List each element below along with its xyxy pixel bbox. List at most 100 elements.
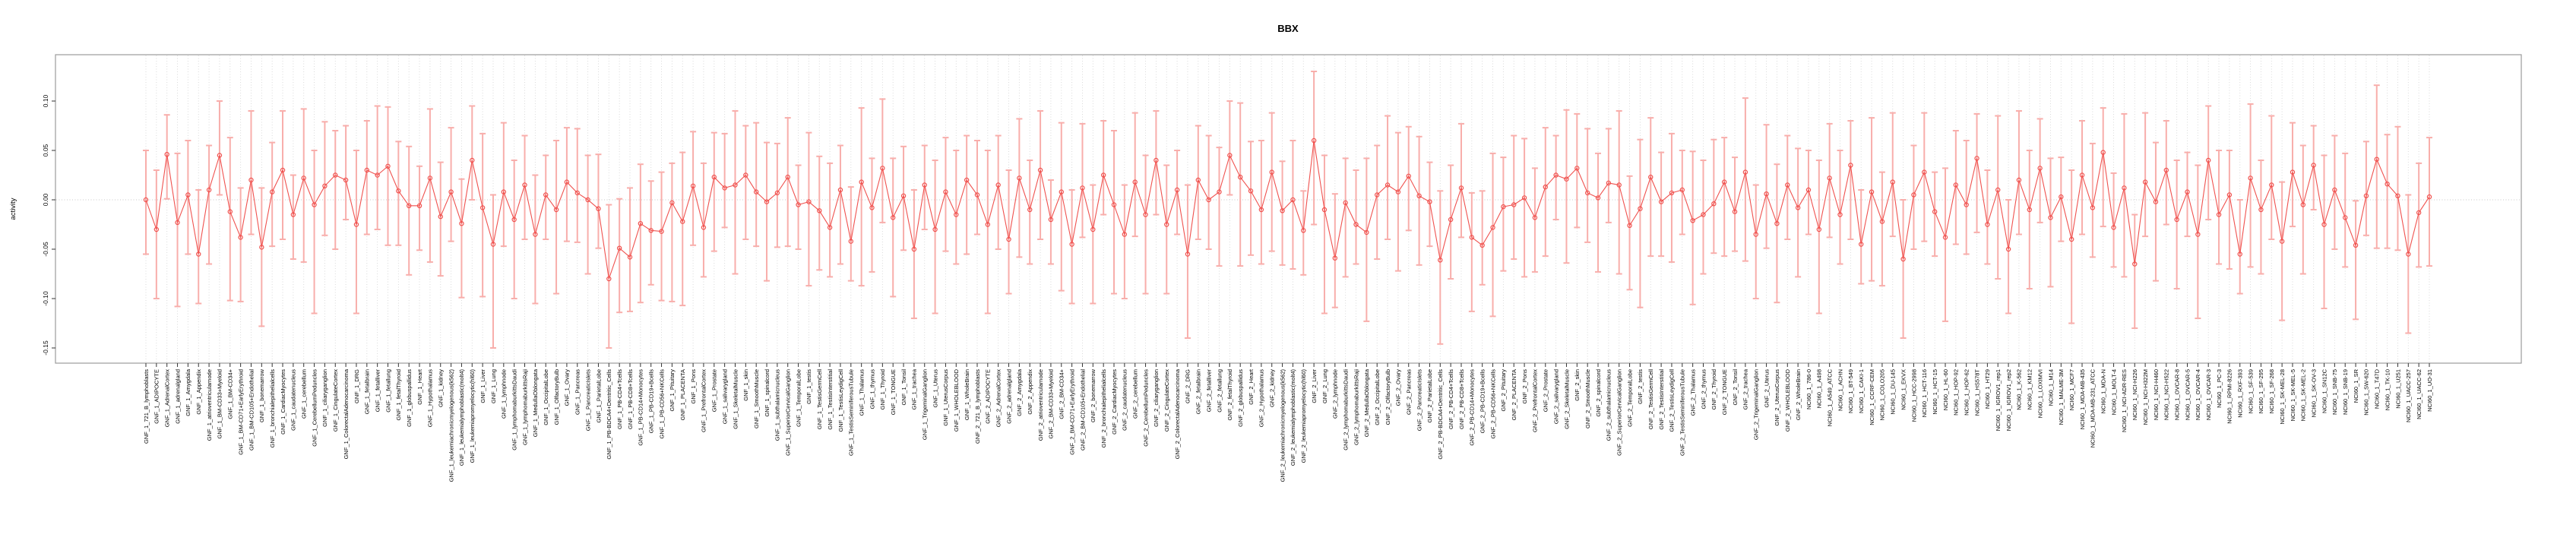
- data-point: [2027, 207, 2032, 213]
- y-axis-label: activity: [9, 198, 17, 220]
- data-point: [1174, 187, 1180, 193]
- x-tick-label: GNF_1_caudatenucleus: [290, 369, 297, 431]
- x-tick-label: GNF_1_lymphomaburkittsDaudi: [511, 369, 517, 451]
- data-point: [1595, 195, 1601, 201]
- data-point: [196, 251, 201, 257]
- x-tick-label: GNF_1_OlfactoryBulb: [553, 369, 560, 425]
- x-tick-label: GNF_2_salivarygland: [1552, 369, 1559, 424]
- data-point: [817, 208, 822, 213]
- data-point: [2048, 215, 2053, 220]
- data-point: [1395, 189, 1401, 194]
- x-tick-label: NCI60_1_SN12C: [2321, 368, 2328, 413]
- x-tick-label: GNF_2_DRG: [1185, 369, 1191, 403]
- x-tick-label: NCI60_1_HCT-116: [1921, 369, 1928, 417]
- data-point: [1332, 255, 1338, 261]
- data-point: [1321, 207, 1328, 213]
- data-point: [564, 179, 570, 185]
- data-point: [1879, 219, 1885, 224]
- data-point: [1438, 258, 1443, 263]
- x-tick-label: GNF_1_leukemiachronicmyelogenous(k562): [448, 369, 454, 482]
- data-point: [2059, 194, 2064, 200]
- x-tick-label: GNF_1_subthalamicnucleus: [774, 369, 781, 441]
- x-tick-label: GNF_2_BM-CD34+: [1059, 368, 1065, 419]
- data-point: [206, 187, 212, 193]
- x-tick-label: NCI60_1_UACC-257: [2405, 369, 2412, 422]
- x-tick-label: NCI60_1_HL-60: [1942, 369, 1949, 410]
- x-tick-label: GNF_1_Ovary: [564, 369, 571, 406]
- x-tick-label: GNF_2_bronchialepithelialcells: [1100, 369, 1107, 448]
- data-point: [585, 197, 590, 203]
- x-tick-label: GNF_1_TestisGermCell: [816, 369, 823, 430]
- data-point: [1059, 189, 1064, 194]
- x-tick-label: NCI60_1_TK-10: [2384, 369, 2391, 410]
- data-point: [1479, 242, 1485, 248]
- data-point: [753, 189, 759, 194]
- x-tick-label: GNF_1_TemporalLobe: [795, 369, 802, 427]
- data-point: [2079, 172, 2085, 178]
- data-point: [1217, 189, 1222, 194]
- data-point: [2216, 212, 2222, 217]
- x-tick-label: NCI60_1_HCC-2998: [1910, 369, 1917, 422]
- x-tick-label: GNF_2_spinalcord: [1595, 369, 1602, 417]
- data-point: [701, 225, 707, 230]
- data-point: [448, 189, 454, 194]
- data-point: [1827, 175, 1832, 181]
- data-point: [911, 246, 917, 252]
- x-tick-label: GNF_1_Heart: [416, 368, 423, 405]
- x-tick-label: GNF_2_OccipitalLobe: [1374, 369, 1381, 425]
- x-tick-label: GNF_1_WHOLEBLOOD: [953, 368, 960, 432]
- x-tick-label: GNF_1_PB-CD4+Tcells: [616, 369, 623, 429]
- x-tick-label: GNF_1_TestisSeminiferousTubule: [848, 369, 855, 456]
- x-tick-label: GNF_2_trachea: [1742, 368, 1749, 409]
- x-tick-label: GNF_1_Lung: [490, 369, 497, 403]
- data-point: [2416, 210, 2422, 216]
- x-tick-label: NCI60_1_OVCAR-3: [2205, 369, 2212, 420]
- x-tick-label: NCI60_1_UACC-62: [2416, 369, 2423, 419]
- data-point: [1416, 193, 1422, 198]
- data-point: [143, 197, 149, 203]
- data-point: [1753, 232, 1758, 237]
- x-tick-label: GNF_2_Pancreas: [1406, 369, 1413, 415]
- x-tick-label: NCI60_1_HOP-92: [1953, 369, 1960, 416]
- data-point: [1490, 225, 1495, 230]
- data-point: [406, 203, 412, 208]
- x-tick-label: NCI60_1_MALME-3M: [2058, 369, 2065, 425]
- x-tick-label: NCI60_1_COLO205: [1879, 369, 1886, 421]
- data-point: [1469, 235, 1475, 240]
- x-tick-label: GNF_1_BM-CD71+EarlyErythroid: [237, 369, 244, 455]
- series-line: [145, 140, 2430, 280]
- data-point: [2332, 187, 2337, 193]
- x-tick-label: GNF_2_bonemarrow: [1090, 368, 1097, 422]
- x-tick-label: NCI60_1_MDA-N: [2100, 369, 2107, 413]
- x-tick-label: GNF_2_UterusCorpus: [1774, 369, 1780, 426]
- x-tick-label: GNF_2_CerebellumPeduncles: [1142, 369, 1149, 447]
- data-point: [2005, 246, 2011, 252]
- data-point: [1311, 138, 1317, 144]
- data-point: [2226, 192, 2233, 198]
- x-tick-label: NCI60_1_DU-145: [1890, 369, 1897, 415]
- data-point: [733, 182, 738, 188]
- data-point: [954, 212, 959, 217]
- data-point: [553, 207, 559, 213]
- data-point: [248, 177, 254, 183]
- data-point: [153, 226, 160, 232]
- x-tick-label: NCI60_1_OVCAR-4: [2195, 369, 2201, 420]
- x-tick-label: GNF_1_adrenalgland: [174, 369, 181, 424]
- x-tick-label: GNF_2_Thalamus: [1689, 369, 1696, 416]
- x-tick-label: NCI60_1_A549_ATCC: [1826, 368, 1833, 426]
- x-tick-label: GNF_2_subthalamicnucleus: [1606, 369, 1612, 441]
- y-tick-label: -0.15: [42, 340, 49, 356]
- x-tick-label: GNF_2_WholeBrain: [1795, 369, 1802, 420]
- x-tick-label: GNF_1_BM-CD105+Endothelial: [248, 369, 255, 451]
- data-point: [596, 206, 601, 211]
- data-point: [1627, 223, 1632, 228]
- data-point: [796, 202, 801, 207]
- data-point: [2153, 199, 2159, 204]
- data-point: [1164, 222, 1169, 227]
- x-tick-label: GNF_2_BM-CD105+Endothelial: [1079, 369, 1086, 451]
- y-tick-label: 0.05: [42, 144, 49, 157]
- x-tick-label: GNF_1_SuperiorCervicalGanglion: [785, 369, 792, 456]
- x-tick-label: GNF_1_lymphomaburkittsRaji: [521, 369, 528, 445]
- data-point: [2163, 167, 2169, 173]
